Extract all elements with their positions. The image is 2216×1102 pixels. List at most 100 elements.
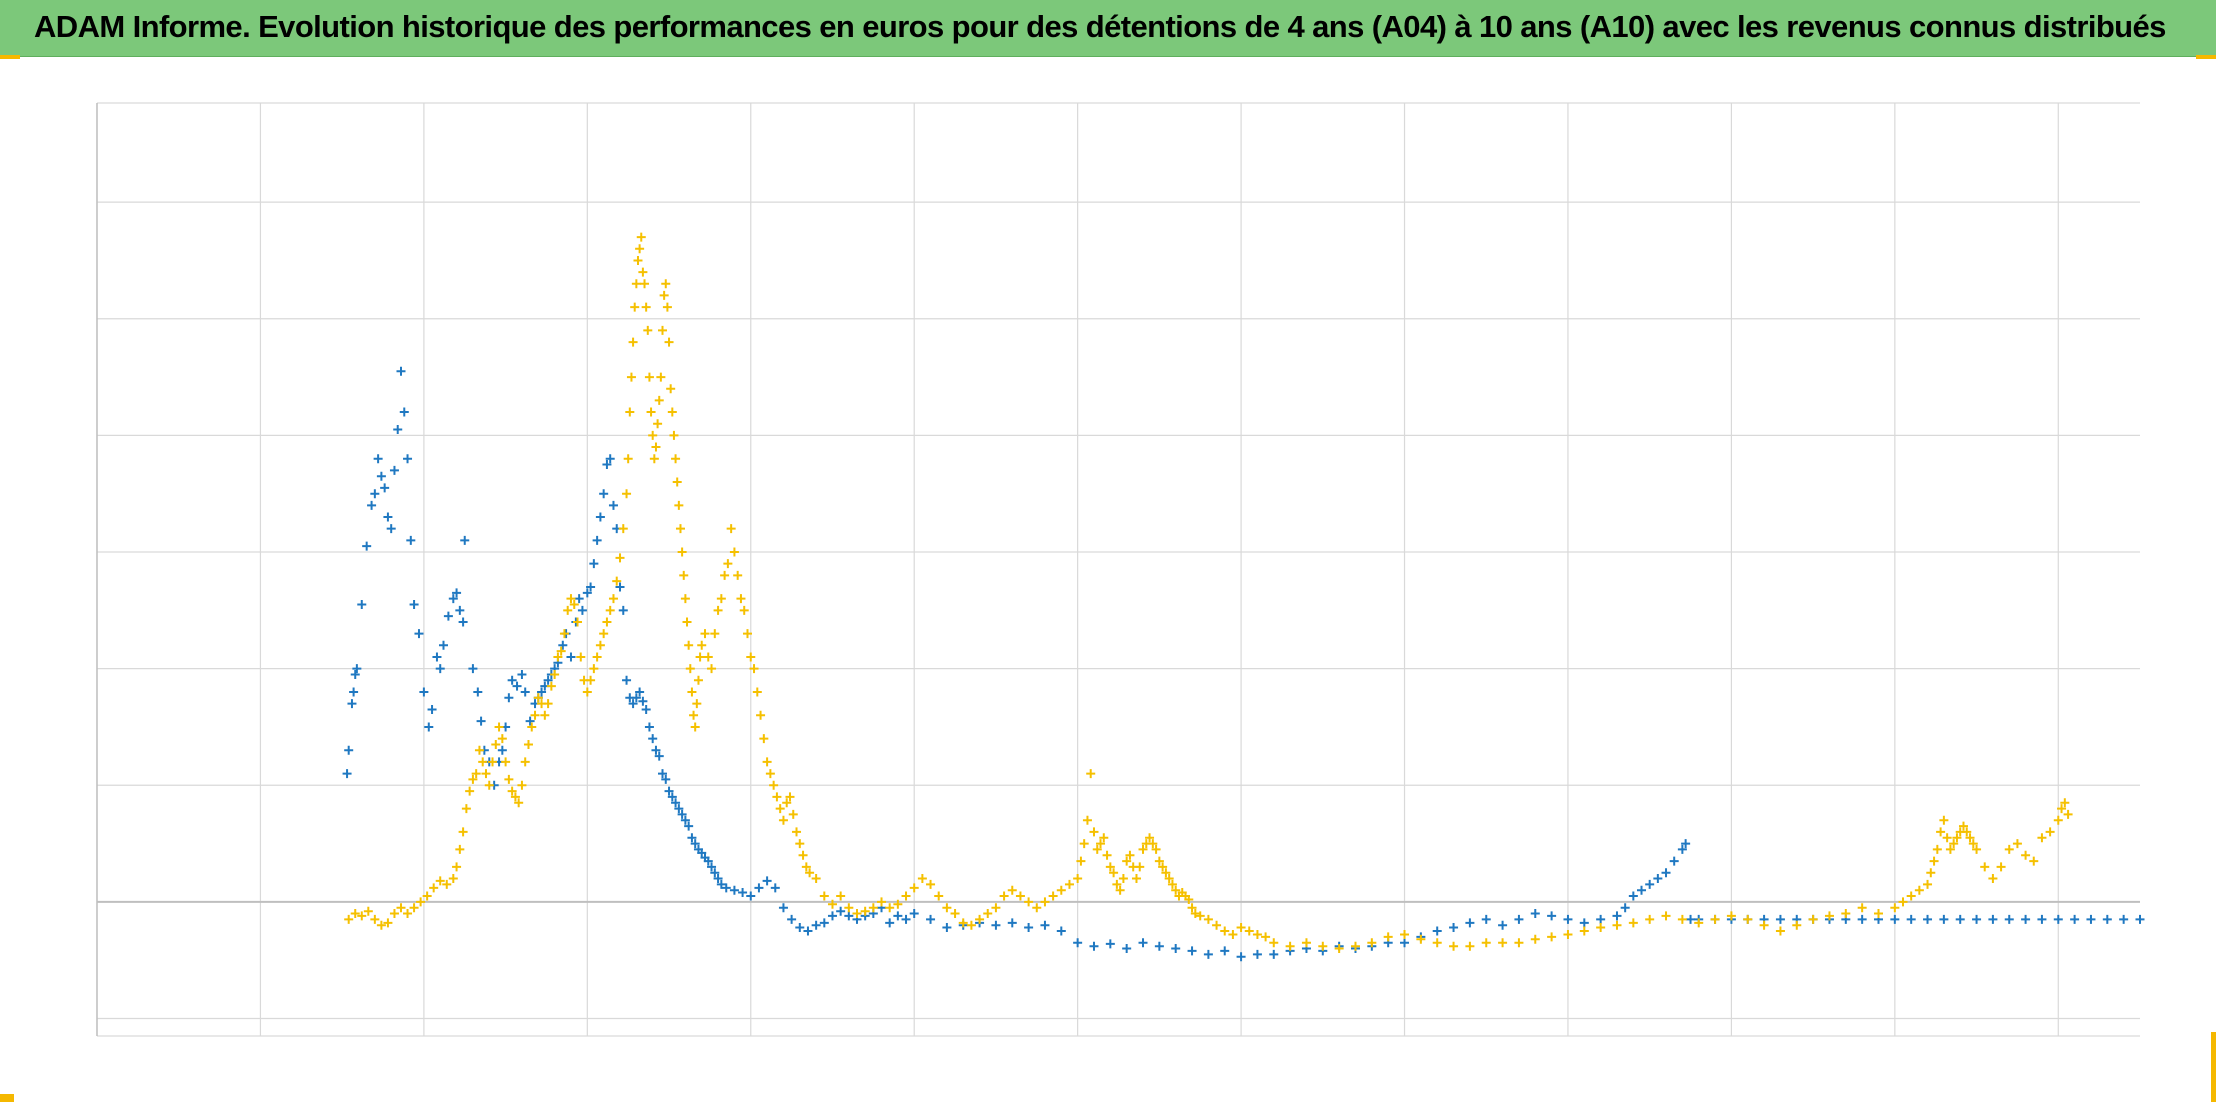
data-point xyxy=(599,629,609,639)
data-point xyxy=(435,664,445,674)
data-point xyxy=(1710,914,1720,924)
data-point xyxy=(386,524,396,534)
data-point xyxy=(443,611,453,621)
data-point xyxy=(2037,833,2047,843)
data-point xyxy=(628,337,638,347)
data-point xyxy=(510,792,520,802)
data-point xyxy=(628,699,638,709)
data-point xyxy=(1024,923,1034,933)
data-point xyxy=(1432,938,1442,948)
data-point xyxy=(1171,944,1181,954)
data-point xyxy=(697,848,707,858)
data-point xyxy=(1694,918,1704,928)
data-point xyxy=(805,868,815,878)
data-point xyxy=(656,372,666,382)
data-point xyxy=(682,617,692,627)
data-point xyxy=(380,483,390,493)
data-point xyxy=(1792,920,1802,930)
data-point xyxy=(2119,914,2129,924)
data-point xyxy=(1125,850,1135,860)
data-point xyxy=(885,903,895,913)
data-point xyxy=(478,757,488,767)
data-point xyxy=(520,687,530,697)
data-point xyxy=(1015,891,1025,901)
data-point xyxy=(1926,868,1936,878)
data-point xyxy=(1759,920,1769,930)
data-point xyxy=(592,652,602,662)
data-point xyxy=(690,722,700,732)
data-point xyxy=(674,500,684,510)
data-point xyxy=(654,751,664,761)
data-point xyxy=(1220,946,1230,956)
data-point xyxy=(452,862,462,872)
data-point xyxy=(1171,885,1181,895)
data-point xyxy=(1620,903,1630,913)
data-point xyxy=(644,722,654,732)
data-point xyxy=(427,704,437,714)
data-point xyxy=(481,769,491,779)
data-point xyxy=(991,903,1001,913)
data-point xyxy=(1056,885,1066,895)
data-point xyxy=(1161,868,1171,878)
data-point xyxy=(363,906,373,916)
data-point xyxy=(396,903,406,913)
data-point xyxy=(1514,938,1524,948)
data-point xyxy=(501,757,511,767)
data-point xyxy=(1135,862,1145,872)
data-point xyxy=(558,640,568,650)
data-point xyxy=(1955,914,1965,924)
data-point xyxy=(661,774,671,784)
data-point xyxy=(1102,850,1112,860)
data-point xyxy=(983,909,993,919)
data-point xyxy=(497,745,507,755)
data-point xyxy=(659,290,669,300)
data-point xyxy=(769,780,779,790)
data-point xyxy=(756,710,766,720)
data-point xyxy=(403,909,413,919)
data-point xyxy=(1261,932,1271,942)
data-point xyxy=(901,914,911,924)
data-point xyxy=(1158,862,1168,872)
data-point xyxy=(1988,914,1998,924)
data-point xyxy=(667,792,677,802)
data-point xyxy=(618,524,628,534)
data-point xyxy=(1096,839,1106,849)
data-point xyxy=(383,512,393,522)
data-point xyxy=(770,883,780,893)
data-point xyxy=(788,809,798,819)
data-point xyxy=(746,652,756,662)
data-point xyxy=(1898,897,1908,907)
data-point xyxy=(1122,856,1132,866)
data-point xyxy=(494,722,504,732)
data-point xyxy=(733,570,743,580)
data-point xyxy=(868,903,878,913)
data-point xyxy=(942,923,952,933)
data-point xyxy=(1203,914,1213,924)
data-point xyxy=(1653,874,1663,884)
data-point xyxy=(1148,839,1158,849)
data-point xyxy=(1923,879,1933,889)
data-point xyxy=(1383,932,1393,942)
data-point xyxy=(517,780,527,790)
data-point xyxy=(1236,952,1246,962)
data-point xyxy=(507,675,517,685)
data-point xyxy=(1906,914,1916,924)
data-point xyxy=(615,553,625,563)
data-point xyxy=(605,605,615,615)
data-point xyxy=(2045,827,2055,837)
data-point xyxy=(1686,914,1696,924)
data-point xyxy=(677,809,687,819)
data-point xyxy=(917,874,927,884)
data-point xyxy=(1958,821,1968,831)
data-point xyxy=(352,664,362,674)
data-point xyxy=(942,903,952,913)
data-point xyxy=(662,302,672,312)
data-point xyxy=(640,279,650,289)
data-point xyxy=(630,302,640,312)
data-point xyxy=(376,920,386,930)
data-point xyxy=(497,734,507,744)
data-point xyxy=(344,745,354,755)
data-point xyxy=(792,827,802,837)
data-point xyxy=(811,920,821,930)
data-point xyxy=(622,675,632,685)
